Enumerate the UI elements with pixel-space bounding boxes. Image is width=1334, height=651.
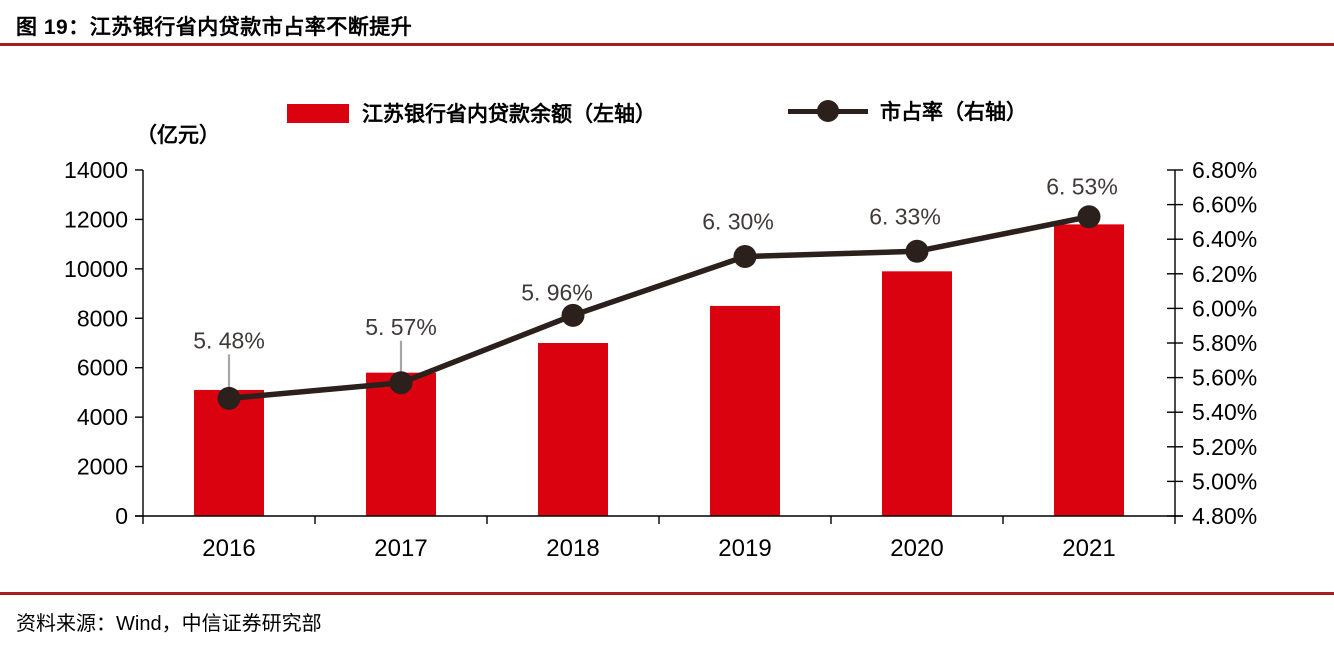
point-label-2019: 6. 30% xyxy=(702,209,774,235)
right-axis-tick-label: 6.40% xyxy=(1192,226,1257,252)
left-axis-tick-label: 6000 xyxy=(77,355,128,381)
left-axis-tick-label: 0 xyxy=(115,503,128,529)
bar-swatch-icon xyxy=(287,103,349,123)
x-label-2019: 2019 xyxy=(718,535,771,562)
right-axis-tick-label: 6.80% xyxy=(1192,157,1257,183)
marker-2016 xyxy=(217,386,241,410)
right-axis-tick-label: 5.60% xyxy=(1192,365,1257,391)
point-label-2021: 6. 53% xyxy=(1046,174,1118,200)
point-label-2016: 5. 48% xyxy=(193,327,265,353)
legend-label-loan-balance: 江苏银行省内贷款余额（左轴） xyxy=(362,103,656,126)
right-axis-tick-label: 5.80% xyxy=(1192,330,1257,356)
left-axis-tick-label: 12000 xyxy=(64,206,128,232)
bottom-rule xyxy=(0,592,1334,595)
marker-2020 xyxy=(905,239,929,263)
point-label-2020: 6. 33% xyxy=(869,203,941,229)
right-axis-tick-label: 6.20% xyxy=(1192,261,1257,287)
right-axis-tick-label: 5.00% xyxy=(1192,468,1257,494)
title-rule xyxy=(0,43,1334,46)
left-axis-unit-label: （亿元） xyxy=(136,124,220,147)
point-label-2017: 5. 57% xyxy=(365,314,437,340)
right-axis-tick-label: 5.20% xyxy=(1192,434,1257,460)
bar-2018 xyxy=(538,343,608,516)
right-axis-tick-label: 6.00% xyxy=(1192,295,1257,321)
left-axis-tick-label: 14000 xyxy=(64,157,128,183)
left-axis-tick-label: 8000 xyxy=(77,305,128,331)
bar-2020 xyxy=(882,271,952,516)
legend: 江苏银行省内贷款余额（左轴） 市占率（右轴） xyxy=(0,96,1334,126)
bar-2019 xyxy=(710,305,780,516)
legend-item-loan-balance: 江苏银行省内贷款余额（左轴） xyxy=(287,98,656,128)
line-dot-swatch-icon xyxy=(788,99,868,123)
right-axis-tick-label: 4.80% xyxy=(1192,503,1257,529)
x-label-2020: 2020 xyxy=(890,535,943,562)
x-label-2018: 2018 xyxy=(546,535,599,562)
right-axis-tick-label: 6.60% xyxy=(1192,192,1257,218)
marker-2018 xyxy=(561,303,585,327)
marker-2019 xyxy=(733,245,757,268)
x-label-2017: 2017 xyxy=(374,535,427,562)
bar-2016 xyxy=(194,389,264,516)
left-axis-tick-label: 2000 xyxy=(77,454,128,480)
left-axis-tick-label: 4000 xyxy=(77,404,128,430)
figure-title: 图 19：江苏银行省内贷款市占率不断提升 xyxy=(16,16,413,39)
marker-2017 xyxy=(389,371,413,395)
right-axis-tick-label: 5.40% xyxy=(1192,399,1257,425)
x-label-2016: 2016 xyxy=(202,535,255,562)
marker-2021 xyxy=(1077,205,1101,229)
x-label-2021: 2021 xyxy=(1062,535,1115,562)
source-note: 资料来源：Wind，中信证券研究部 xyxy=(16,613,322,635)
bar-2017 xyxy=(366,372,436,516)
legend-label-market-share: 市占率（右轴） xyxy=(880,101,1027,124)
legend-item-market-share: 市占率（右轴） xyxy=(788,96,1027,126)
bar-2021 xyxy=(1054,224,1124,516)
market-share-line xyxy=(226,213,1092,402)
point-label-2018: 5. 96% xyxy=(521,279,593,305)
left-axis-tick-label: 10000 xyxy=(64,256,128,282)
